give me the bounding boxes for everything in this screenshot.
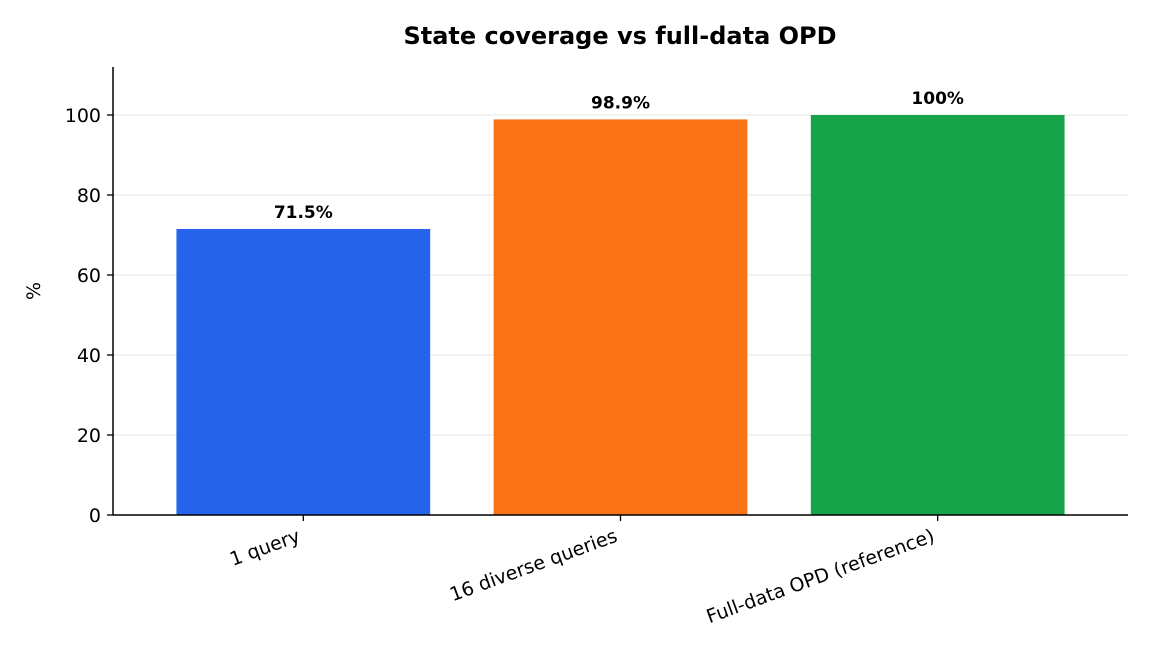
y-tick-label: 100 xyxy=(65,105,101,127)
y-ticks: 0 20 40 60 80 100 xyxy=(65,105,113,527)
y-tick-label: 60 xyxy=(77,265,101,287)
bar-value-label: 100% xyxy=(911,89,964,109)
bars-group xyxy=(176,115,1065,516)
y-tick-label: 20 xyxy=(77,425,101,447)
bar xyxy=(493,119,748,516)
x-tick-label: Full-data OPD (reference) xyxy=(704,525,938,628)
chart-title: State coverage vs full-data OPD xyxy=(403,22,836,50)
y-tick-label: 80 xyxy=(77,185,101,207)
y-tick-label: 40 xyxy=(77,345,101,367)
bar xyxy=(810,115,1065,515)
x-tick-label: 1 query xyxy=(227,525,303,571)
x-tick-label: 16 diverse queries xyxy=(447,525,620,606)
bar-value-label: 71.5% xyxy=(274,203,333,223)
x-ticks: 1 query 16 diverse queries Full-data OPD (… xyxy=(227,515,939,628)
y-axis-label: % xyxy=(23,282,45,300)
bar xyxy=(176,229,431,515)
y-tick-label: 0 xyxy=(89,505,101,527)
bar-value-label: 98.9% xyxy=(591,93,650,113)
data-labels: 71.5% 98.9% 100% xyxy=(274,89,964,223)
